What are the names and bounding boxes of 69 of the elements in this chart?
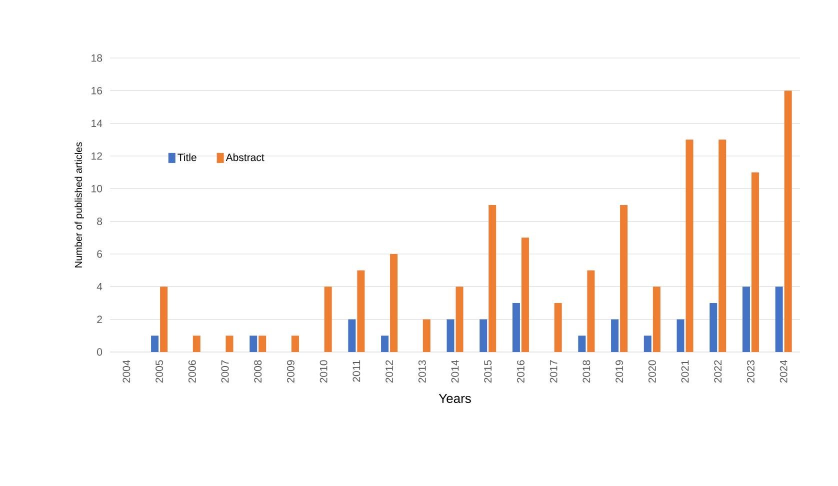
y-axis-title: Number of published articles — [74, 142, 84, 268]
bar — [381, 336, 389, 352]
y-tick-label: 14 — [92, 120, 102, 127]
bar — [751, 172, 759, 352]
bar — [512, 303, 520, 352]
bar — [324, 286, 332, 352]
x-tick-label: 2022 — [714, 360, 722, 383]
x-tick-label: 2005 — [156, 360, 164, 383]
x-tick-label: 2004 — [122, 360, 130, 383]
x-tick-label: 2023 — [747, 360, 754, 383]
x-tick-label: 2011 — [352, 360, 360, 382]
bar — [357, 270, 365, 352]
x-tick-label: 2020 — [648, 360, 656, 383]
x-tick-label: 2021 — [681, 360, 689, 383]
x-tick-label: 2019 — [616, 360, 624, 383]
bar — [258, 336, 266, 352]
bar — [554, 303, 562, 352]
x-tick-label: 2006 — [188, 360, 196, 383]
bar — [390, 254, 398, 352]
legend-label: Title — [178, 153, 196, 162]
bar — [226, 336, 234, 352]
bar — [644, 336, 652, 352]
x-tick-label: 2016 — [517, 360, 524, 383]
x-tick-label: 2012 — [386, 360, 394, 383]
bar — [686, 140, 694, 352]
bar — [488, 204, 496, 352]
y-tick-label: 10 — [92, 184, 102, 192]
x-tick-label: 2015 — [484, 360, 492, 383]
x-tick-label: 2009 — [287, 360, 294, 383]
x-tick-label: 2010 — [320, 360, 328, 383]
bar — [587, 270, 595, 352]
bar — [775, 286, 783, 352]
y-tick-label: 12 — [92, 152, 102, 160]
bar — [480, 319, 488, 352]
x-tick-label: 2024 — [780, 360, 788, 383]
x-tick-label: 2014 — [451, 360, 459, 383]
bar — [521, 238, 529, 352]
y-tick-label: 4 — [96, 283, 102, 290]
bar — [192, 336, 200, 352]
bar — [710, 303, 718, 352]
x-axis-title: Years — [438, 394, 471, 404]
bar — [784, 90, 792, 352]
bar — [718, 140, 726, 352]
bar — [422, 319, 430, 352]
y-tick-label: 8 — [97, 218, 102, 226]
x-tick-label: 2008 — [254, 360, 262, 383]
x-tick-label: 2013 — [418, 360, 426, 383]
bar — [742, 286, 750, 352]
legend-label: Abstract — [226, 153, 264, 162]
bar — [151, 336, 159, 352]
bar — [160, 286, 168, 352]
bar — [250, 336, 258, 352]
y-tick-label: 16 — [92, 86, 102, 94]
bar — [446, 319, 454, 352]
y-tick-label: 6 — [97, 250, 102, 258]
y-tick-label: 2 — [97, 316, 102, 323]
bar — [348, 319, 356, 352]
x-tick-label: 2018 — [582, 360, 590, 383]
bar — [620, 204, 628, 352]
bar — [578, 336, 586, 352]
x-tick-label: 2017 — [550, 360, 558, 383]
bar — [611, 319, 619, 352]
bar — [676, 319, 684, 352]
bar — [652, 286, 660, 352]
y-tick-label: 0 — [97, 348, 102, 356]
x-tick-label: 2007 — [221, 360, 229, 383]
y-tick-label: 18 — [92, 54, 102, 62]
bar — [456, 286, 464, 352]
bar — [291, 336, 299, 352]
